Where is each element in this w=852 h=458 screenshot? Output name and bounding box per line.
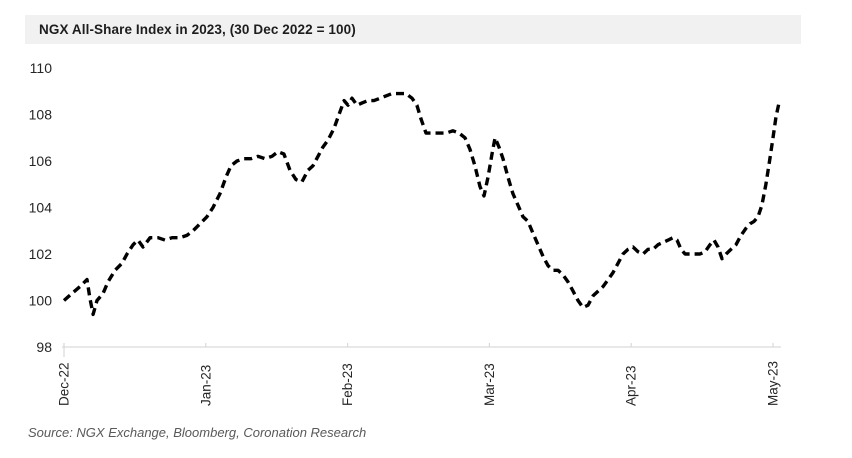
y-axis-tick-label: 98 [36, 339, 52, 355]
y-axis-tick-label: 106 [29, 153, 53, 169]
x-axis-tick-label: May-23 [766, 361, 781, 406]
y-axis-tick-label: 102 [29, 246, 53, 262]
x-axis-tick-label: Dec-22 [57, 362, 72, 406]
x-axis-tick-label: Mar-23 [482, 363, 497, 406]
y-axis-tick-label: 110 [30, 60, 53, 76]
source-attribution: Source: NGX Exchange, Bloomberg, Coronat… [28, 425, 367, 440]
x-axis-tick-label: Apr-23 [624, 365, 639, 406]
y-axis-tick-label: 100 [29, 293, 53, 309]
y-axis-tick-label: 104 [29, 200, 53, 216]
y-axis-tick-label: 108 [29, 107, 53, 123]
x-axis-tick-label: Jan-23 [198, 365, 213, 406]
chart-title: NGX All-Share Index in 2023, (30 Dec 202… [39, 22, 356, 37]
x-axis-tick-label: Feb-23 [340, 363, 355, 406]
series-line-ngx-asi [62, 91, 781, 317]
chart-title-bar: NGX All-Share Index in 2023, (30 Dec 202… [25, 15, 801, 44]
